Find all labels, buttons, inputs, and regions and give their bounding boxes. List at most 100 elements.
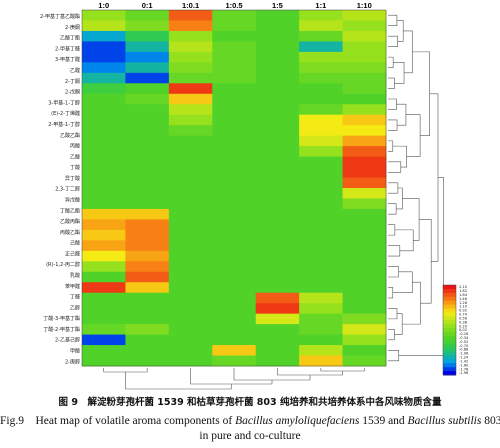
dendrogram-branch <box>388 14 398 27</box>
heatmap-cell <box>255 188 300 199</box>
dendrogram-branch <box>419 219 432 304</box>
heatmap-cell <box>168 198 213 210</box>
heatmap-cell <box>125 334 170 346</box>
heatmap-cell <box>342 30 387 42</box>
heatmap-cell <box>212 135 257 147</box>
heatmap-cell <box>299 10 343 21</box>
heatmap-cell <box>255 240 300 252</box>
heatmap-cell <box>255 114 300 126</box>
heatmap-cell <box>299 219 343 231</box>
column-header: 1:0 <box>98 1 109 10</box>
heatmap-cell <box>255 83 300 95</box>
heatmap-cell <box>168 135 213 147</box>
heatmap-cell <box>125 208 170 220</box>
row-label: 乙醇 <box>70 304 80 311</box>
dendrogram-branch <box>388 119 398 131</box>
heatmap-cell <box>342 188 387 199</box>
legend-swatch <box>443 324 456 329</box>
heatmap-cell <box>212 313 257 325</box>
dendrogram-branch <box>103 368 148 373</box>
heatmap-cell <box>212 271 257 283</box>
legend-swatch <box>443 335 456 341</box>
row-label: 2-甲基丁基乙酸酯 <box>40 13 80 20</box>
dendrogram-branch <box>388 308 398 320</box>
heatmap-cell <box>168 250 213 262</box>
heatmap-cell <box>299 83 343 95</box>
dendrogram-branch <box>402 281 421 325</box>
heatmap-cell <box>82 324 126 335</box>
heatmap-cell <box>342 355 387 367</box>
column-header: 1:0.5 <box>225 1 242 10</box>
heatmap-cell <box>342 20 387 32</box>
legend-label: 2.10 <box>459 285 468 289</box>
heatmap-cell <box>255 72 300 84</box>
heatmap-cell <box>342 271 387 283</box>
heatmap-cell <box>168 83 213 95</box>
legend-swatch <box>443 308 456 313</box>
heatmap-cell <box>255 156 300 168</box>
heatmap-cell <box>168 62 213 74</box>
heatmap-cell <box>342 177 387 189</box>
heatmap-cell <box>342 10 387 21</box>
dendrogram-branch <box>388 182 399 194</box>
heatmap-cell <box>125 345 170 356</box>
heatmap-cell <box>168 313 213 325</box>
heatmap-cells <box>81 9 387 367</box>
legend-swatch <box>443 347 456 353</box>
legend-swatch <box>443 343 456 349</box>
dendrogram-branch <box>388 203 397 215</box>
row-label: 丙酸乙酯 <box>60 229 80 236</box>
row-label: 2,3-丁二醇 <box>55 186 80 193</box>
heatmap-cell <box>125 156 170 168</box>
legend-label: -1.60 <box>459 363 469 367</box>
legend-label: -0.34 <box>459 336 469 340</box>
heatmap-cell <box>255 229 300 241</box>
heatmap-cell <box>299 51 343 63</box>
legend-swatch <box>443 292 456 298</box>
heatmap-cell <box>125 292 170 304</box>
column-headers: 1:0 0:1 1:0.1 1:0.5 1:5 1:1 1:10 <box>98 1 372 10</box>
legend-label: 1.46 <box>459 297 468 301</box>
heatmap-cell <box>82 72 126 84</box>
heatmap-cell <box>82 83 126 95</box>
figure-caption-chinese: 图 9 解淀粉芽孢杆菌 1539 和枯草芽孢杆菌 803 纯培养和共培养体系中各… <box>58 397 442 408</box>
dendrogram-branch <box>388 56 394 68</box>
heatmap-cell <box>212 261 257 273</box>
heatmap-cell <box>168 72 213 84</box>
heatmap-cell <box>82 229 126 241</box>
heatmap-cell <box>125 188 170 199</box>
heatmap-cell <box>82 104 126 116</box>
dendrogram-branch <box>412 51 430 136</box>
heatmap-cell <box>212 167 257 178</box>
dendrogram-branch <box>388 266 399 278</box>
row-label: 2-庚醇 <box>65 358 80 365</box>
heatmap-cell <box>299 177 343 189</box>
heatmap-cell <box>212 10 257 21</box>
heatmap-cell <box>125 41 170 53</box>
heatmap-cell <box>168 261 213 273</box>
heatmap-cell <box>212 62 257 74</box>
heatmap-cell <box>82 208 126 220</box>
heatmap-cell <box>168 10 213 21</box>
heatmap-cell <box>342 250 387 262</box>
heatmap-cell <box>299 135 343 147</box>
legend-swatch <box>443 288 456 294</box>
dendrogram-branch <box>388 329 395 341</box>
heatmap-cell <box>342 303 387 315</box>
heatmap-cell <box>212 208 257 220</box>
legend-label: 0.92 <box>459 309 467 313</box>
heatmap-cell <box>125 83 170 95</box>
dendrogram-branch <box>388 245 401 257</box>
heatmap-cell <box>342 93 387 105</box>
heatmap-cell <box>299 355 343 367</box>
row-label: 3-甲基-1-丁醇 <box>48 99 80 106</box>
legend-swatch <box>443 331 456 337</box>
row-label: 乳酸 <box>70 272 80 279</box>
heatmap-cell <box>168 324 213 335</box>
heatmap-cell <box>255 198 300 210</box>
row-label: 乙酸丁酯 <box>60 35 80 42</box>
heatmap-border <box>81 9 387 367</box>
heatmap-cell <box>255 261 300 273</box>
heatmap-cell <box>255 282 300 294</box>
heatmap-cell <box>82 20 126 32</box>
